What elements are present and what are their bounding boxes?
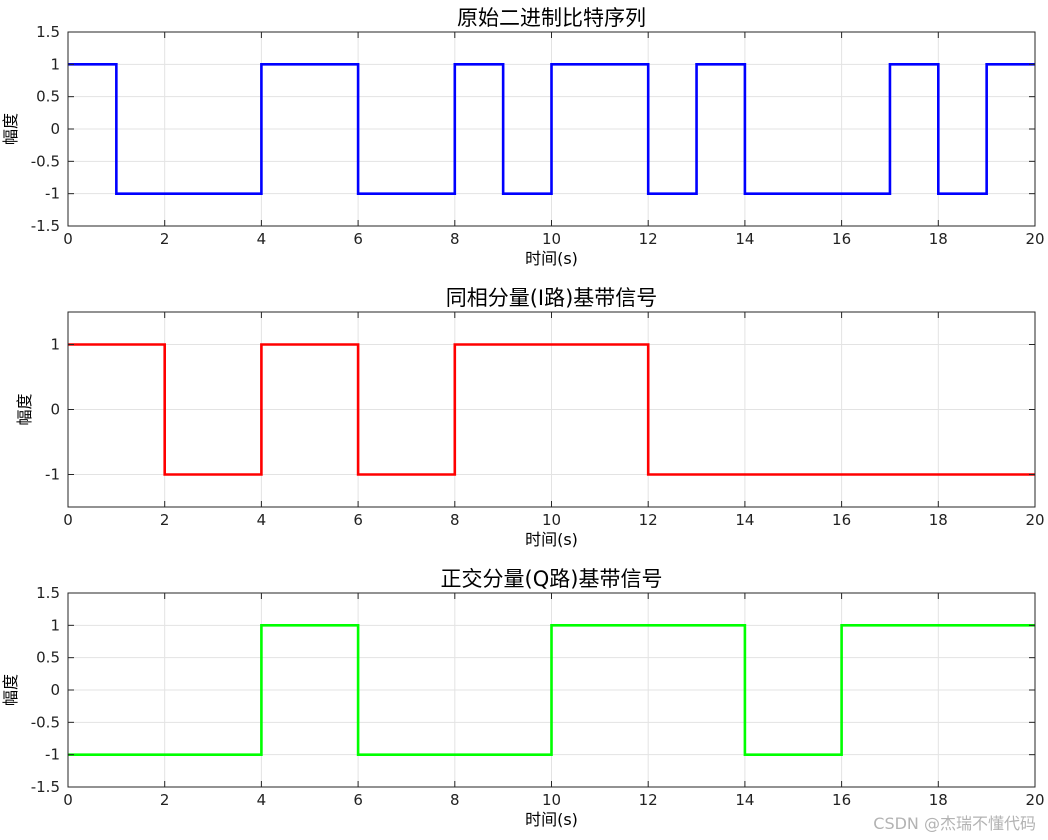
x-axis-label: 时间(s) <box>525 810 578 829</box>
x-axis-label: 时间(s) <box>525 530 578 549</box>
y-tick-label: 0 <box>50 120 60 138</box>
x-tick-label: 0 <box>63 511 73 529</box>
x-tick-label: 2 <box>160 791 170 809</box>
x-tick-label: 20 <box>1025 511 1044 529</box>
y-tick-label: 1 <box>50 616 60 634</box>
x-tick-label: 8 <box>450 791 460 809</box>
x-tick-label: 2 <box>160 511 170 529</box>
x-tick-label: 18 <box>929 230 948 248</box>
signal-line <box>68 624 1035 756</box>
x-tick-label: 10 <box>542 511 561 529</box>
x-tick-label: 8 <box>450 230 460 248</box>
y-tick-label: -0.5 <box>31 713 60 731</box>
y-tick-label: 0.5 <box>36 649 60 667</box>
y-tick-label: -1 <box>45 746 60 764</box>
signal-line <box>68 63 1035 195</box>
x-tick-label: 16 <box>832 230 851 248</box>
x-tick-label: 14 <box>735 511 754 529</box>
x-tick-label: 16 <box>832 791 851 809</box>
x-tick-label: 0 <box>63 230 73 248</box>
y-tick-label: 1 <box>50 55 60 73</box>
subplot-1: 0 2 4 6 8 10 12 14 16 18 20 -1.5 -1 -0.5 0 0.5 1 1.5 原始二进制… <box>1 6 1045 268</box>
x-tick-label: 14 <box>735 791 754 809</box>
y-tick-label: 1 <box>50 336 60 354</box>
x-axis-label: 时间(s) <box>525 249 578 268</box>
y-tick-label: -1.5 <box>31 778 60 796</box>
y-tick-label: -1 <box>45 185 60 203</box>
x-tick-label: 6 <box>353 230 363 248</box>
chart-title: 正交分量(Q路)基带信号 <box>441 567 663 591</box>
x-tick-label: 8 <box>450 511 460 529</box>
y-tick-label: -1.5 <box>31 217 60 235</box>
x-tick-label: 20 <box>1025 791 1044 809</box>
x-tick-label: 0 <box>63 791 73 809</box>
y-axis-label: 幅度 <box>1 113 20 145</box>
x-tick-label: 16 <box>832 511 851 529</box>
signal-line <box>68 343 1035 476</box>
x-tick-label: 4 <box>257 511 267 529</box>
y-tick-label: 1.5 <box>36 23 60 41</box>
x-tick-label: 10 <box>542 791 561 809</box>
chart-title: 原始二进制比特序列 <box>457 6 646 30</box>
x-tick-label: 20 <box>1025 230 1044 248</box>
x-tick-label: 6 <box>353 791 363 809</box>
x-tick-label: 14 <box>735 230 754 248</box>
x-tick-label: 4 <box>257 791 267 809</box>
y-axis-label: 幅度 <box>1 674 20 706</box>
chart-title: 同相分量(I路)基带信号 <box>446 286 658 310</box>
x-tick-label: 12 <box>639 230 658 248</box>
y-tick-label: -0.5 <box>31 152 60 170</box>
x-tick-label: 10 <box>542 230 561 248</box>
x-tick-label: 6 <box>353 511 363 529</box>
y-axis-label: 幅度 <box>15 393 34 425</box>
x-tick-label: 12 <box>639 511 658 529</box>
y-tick-label: 0.5 <box>36 88 60 106</box>
subplot-3: 0 2 4 6 8 10 12 14 16 18 20 -1.5 -1 -0.5 0 0.5 1 1.5 正交分量(… <box>1 567 1045 829</box>
y-tick-label: 0 <box>50 681 60 699</box>
x-tick-label: 18 <box>929 511 948 529</box>
x-tick-label: 4 <box>257 230 267 248</box>
y-tick-label: 1.5 <box>36 584 60 602</box>
x-tick-label: 18 <box>929 791 948 809</box>
y-tick-label: -1 <box>45 466 60 484</box>
x-tick-label: 12 <box>639 791 658 809</box>
y-tick-label: 0 <box>50 401 60 419</box>
watermark-text: CSDN @杰瑞不懂代码 <box>873 814 1036 833</box>
x-tick-label: 2 <box>160 230 170 248</box>
